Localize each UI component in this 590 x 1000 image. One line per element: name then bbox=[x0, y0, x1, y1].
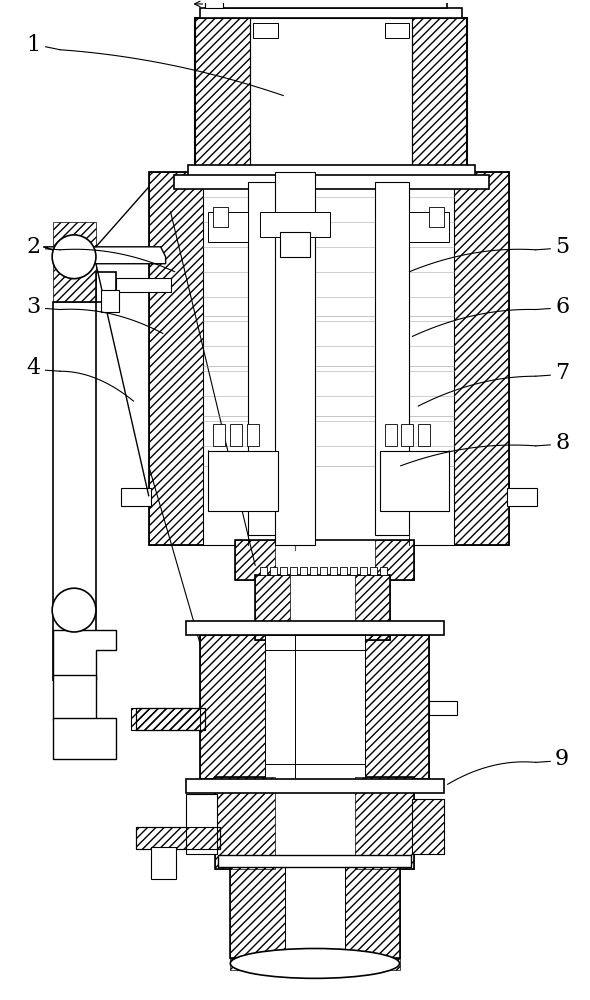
Bar bbox=[195, 18, 250, 167]
Text: 7: 7 bbox=[555, 362, 569, 384]
Ellipse shape bbox=[230, 948, 399, 978]
Polygon shape bbox=[53, 630, 116, 680]
Bar bbox=[402, 424, 414, 446]
Bar bbox=[285, 867, 345, 958]
Bar bbox=[375, 540, 414, 580]
Bar bbox=[136, 827, 220, 849]
Bar bbox=[418, 424, 430, 446]
Bar bbox=[185, 779, 444, 793]
Bar bbox=[375, 182, 409, 535]
Bar bbox=[101, 290, 119, 312]
Text: 1: 1 bbox=[27, 34, 41, 56]
Bar bbox=[116, 278, 171, 292]
Text: 8: 8 bbox=[555, 432, 569, 454]
Bar bbox=[330, 567, 337, 575]
Bar bbox=[300, 567, 307, 575]
Bar bbox=[230, 424, 242, 446]
Bar bbox=[412, 799, 444, 854]
Bar bbox=[208, 212, 248, 242]
Bar bbox=[230, 958, 399, 970]
Bar bbox=[454, 172, 509, 545]
Text: 4: 4 bbox=[27, 357, 41, 379]
Bar bbox=[173, 175, 489, 189]
Bar bbox=[255, 575, 290, 640]
Bar bbox=[430, 701, 457, 715]
Bar bbox=[218, 855, 411, 867]
Bar bbox=[370, 567, 376, 575]
Bar bbox=[204, 172, 454, 545]
Bar bbox=[379, 451, 449, 511]
Bar bbox=[260, 567, 267, 575]
Text: 2: 2 bbox=[27, 236, 41, 258]
Bar bbox=[235, 540, 414, 580]
Polygon shape bbox=[43, 247, 166, 264]
Bar bbox=[255, 575, 389, 640]
Text: 3: 3 bbox=[27, 296, 41, 318]
Bar bbox=[430, 207, 444, 227]
Bar bbox=[385, 424, 396, 446]
Bar bbox=[280, 567, 287, 575]
Circle shape bbox=[52, 588, 96, 632]
Bar bbox=[53, 718, 116, 759]
Bar bbox=[53, 222, 96, 302]
Bar bbox=[215, 0, 447, 8]
Bar bbox=[379, 567, 386, 575]
Bar bbox=[215, 777, 414, 869]
Text: 5: 5 bbox=[555, 236, 569, 258]
Bar bbox=[250, 18, 412, 167]
Bar bbox=[280, 232, 310, 257]
Bar bbox=[345, 867, 399, 958]
Bar bbox=[265, 635, 365, 779]
Bar bbox=[208, 451, 278, 511]
Bar bbox=[201, 8, 462, 18]
Bar bbox=[350, 567, 357, 575]
Bar bbox=[253, 23, 278, 38]
Bar bbox=[131, 708, 201, 730]
Bar bbox=[214, 424, 225, 446]
Bar bbox=[409, 212, 449, 242]
Bar bbox=[185, 621, 444, 635]
Bar bbox=[201, 635, 265, 779]
Circle shape bbox=[52, 235, 96, 279]
Bar bbox=[121, 488, 150, 506]
Bar bbox=[150, 847, 176, 879]
Bar bbox=[260, 212, 330, 237]
Bar bbox=[365, 635, 430, 779]
Bar bbox=[320, 567, 327, 575]
Bar bbox=[265, 650, 365, 764]
Bar bbox=[215, 777, 275, 869]
Bar bbox=[136, 827, 220, 849]
Bar bbox=[230, 867, 285, 958]
Bar bbox=[230, 867, 399, 958]
Bar bbox=[235, 540, 275, 580]
Bar bbox=[507, 488, 537, 506]
Bar bbox=[412, 18, 467, 167]
Bar bbox=[205, 0, 224, 8]
Bar bbox=[149, 172, 204, 545]
Bar bbox=[53, 675, 96, 720]
Bar bbox=[310, 567, 317, 575]
Bar bbox=[195, 18, 467, 167]
Bar bbox=[136, 708, 205, 730]
Text: 6: 6 bbox=[555, 296, 569, 318]
Bar bbox=[201, 635, 430, 779]
Bar bbox=[136, 708, 205, 730]
Bar bbox=[360, 567, 366, 575]
Bar bbox=[248, 182, 283, 535]
Bar bbox=[270, 567, 277, 575]
Text: 9: 9 bbox=[555, 748, 569, 770]
Bar bbox=[275, 172, 315, 545]
Bar bbox=[149, 172, 509, 545]
Bar bbox=[185, 794, 217, 854]
Bar bbox=[385, 23, 409, 38]
Polygon shape bbox=[53, 272, 116, 680]
Bar bbox=[355, 777, 414, 869]
Bar bbox=[188, 165, 475, 177]
Bar bbox=[355, 575, 389, 640]
Bar bbox=[340, 567, 347, 575]
Bar bbox=[412, 799, 444, 854]
Bar bbox=[214, 207, 228, 227]
Bar bbox=[247, 424, 259, 446]
Bar bbox=[290, 567, 297, 575]
